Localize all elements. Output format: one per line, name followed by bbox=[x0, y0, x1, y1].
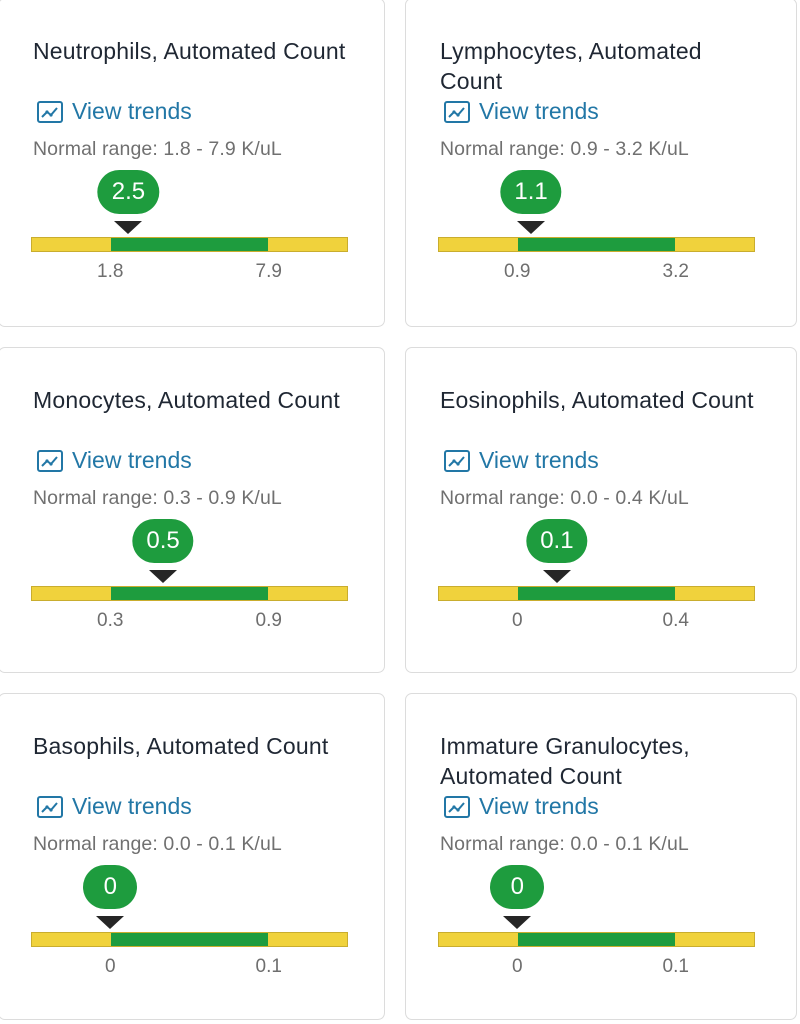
view-trends-link[interactable]: View trends bbox=[37, 793, 192, 820]
lab-result-card: Immature Granulocytes, Automated Count V… bbox=[405, 693, 797, 1020]
normal-range-text: Normal range: 0.3 - 0.9 K/uL bbox=[33, 487, 282, 509]
normal-range-text: Normal range: 0.0 - 0.4 K/uL bbox=[440, 487, 689, 509]
view-trends-label[interactable]: View trends bbox=[72, 98, 192, 124]
normal-range-text: Normal range: 0.0 - 0.1 K/uL bbox=[440, 833, 689, 855]
result-value-badge: 0 bbox=[83, 865, 138, 909]
range-low-label: 0 bbox=[511, 610, 523, 631]
test-title: Immature Granulocytes, Automated Count bbox=[440, 733, 690, 789]
view-trends-label[interactable]: View trends bbox=[72, 447, 192, 473]
test-title: Monocytes, Automated Count bbox=[33, 387, 340, 413]
view-trends-link[interactable]: View trends bbox=[37, 447, 192, 474]
range-bar bbox=[31, 932, 348, 947]
value-pointer bbox=[149, 570, 178, 583]
view-trends-link[interactable]: View trends bbox=[444, 793, 599, 820]
normal-range-segment bbox=[110, 933, 269, 946]
range-bar bbox=[438, 237, 755, 252]
normal-range-text: Normal range: 0.0 - 0.1 K/uL bbox=[33, 833, 282, 855]
view-trends-link[interactable]: View trends bbox=[444, 98, 599, 125]
range-high-label: 0.4 bbox=[662, 610, 689, 631]
normal-range-text: Normal range: 0.9 - 3.2 K/uL bbox=[440, 138, 689, 160]
result-value-badge: 0 bbox=[490, 865, 545, 909]
value-pointer bbox=[96, 916, 125, 929]
result-value-badge: 0.5 bbox=[132, 519, 194, 563]
result-value-badge: 0.1 bbox=[526, 519, 588, 563]
normal-range-segment bbox=[110, 238, 269, 251]
normal-range-segment bbox=[517, 587, 676, 600]
normal-range-text: Normal range: 1.8 - 7.9 K/uL bbox=[33, 138, 282, 160]
result-value-badge: 1.1 bbox=[500, 170, 562, 214]
view-trends-label[interactable]: View trends bbox=[479, 98, 599, 124]
test-title: Neutrophils, Automated Count bbox=[33, 38, 346, 64]
result-value-badge: 2.5 bbox=[97, 170, 160, 214]
trend-chart-icon bbox=[37, 795, 63, 818]
trend-chart-icon bbox=[444, 449, 470, 472]
view-trends-label[interactable]: View trends bbox=[479, 447, 599, 473]
range-low-label: 1.8 bbox=[97, 261, 124, 282]
normal-range-segment bbox=[110, 587, 269, 600]
range-bar bbox=[438, 586, 755, 601]
trend-chart-icon bbox=[37, 100, 63, 123]
lab-result-card: Neutrophils, Automated Count View trends… bbox=[0, 0, 385, 327]
range-low-label: 0.9 bbox=[504, 261, 531, 282]
lab-result-card: Eosinophils, Automated Count View trends… bbox=[405, 347, 797, 673]
value-pointer bbox=[114, 221, 143, 234]
test-title: Basophils, Automated Count bbox=[33, 733, 329, 759]
view-trends-label[interactable]: View trends bbox=[72, 793, 192, 819]
range-high-label: 7.9 bbox=[255, 261, 282, 282]
test-title: Eosinophils, Automated Count bbox=[440, 387, 754, 413]
range-high-label: 0.1 bbox=[662, 956, 689, 977]
range-low-label: 0.3 bbox=[97, 610, 124, 631]
value-pointer bbox=[542, 570, 571, 583]
value-pointer bbox=[517, 221, 546, 234]
view-trends-label[interactable]: View trends bbox=[479, 793, 599, 819]
range-low-label: 0 bbox=[511, 956, 523, 977]
normal-range-segment bbox=[517, 933, 676, 946]
range-low-label: 0 bbox=[104, 956, 116, 977]
normal-range-segment bbox=[517, 238, 676, 251]
test-title: Lymphocytes, Automated Count bbox=[440, 38, 702, 94]
range-high-label: 3.2 bbox=[662, 261, 689, 282]
range-bar bbox=[438, 932, 755, 947]
trend-chart-icon bbox=[444, 100, 470, 123]
trend-chart-icon bbox=[444, 795, 470, 818]
range-bar bbox=[31, 237, 348, 252]
value-pointer bbox=[503, 916, 532, 929]
view-trends-link[interactable]: View trends bbox=[37, 98, 192, 125]
lab-result-card: Monocytes, Automated Count View trends N… bbox=[0, 347, 385, 673]
range-bar bbox=[31, 586, 348, 601]
lab-result-card: Basophils, Automated Count View trends N… bbox=[0, 693, 385, 1020]
range-high-label: 0.1 bbox=[255, 956, 282, 977]
view-trends-link[interactable]: View trends bbox=[444, 447, 599, 474]
lab-result-card: Lymphocytes, Automated Count View trends… bbox=[405, 0, 797, 327]
trend-chart-icon bbox=[37, 449, 63, 472]
range-high-label: 0.9 bbox=[255, 610, 282, 631]
